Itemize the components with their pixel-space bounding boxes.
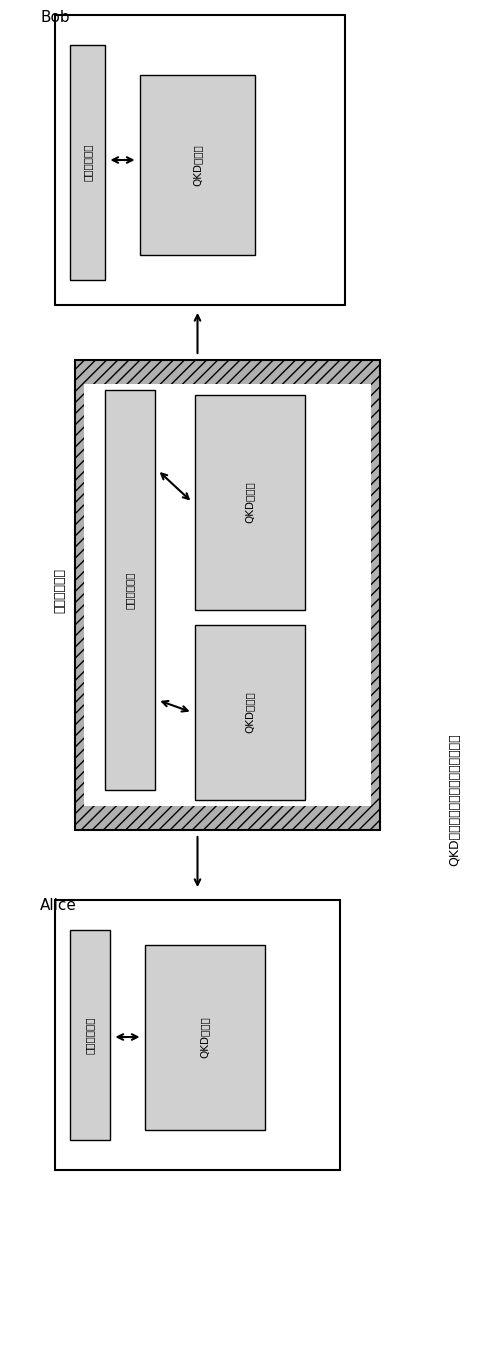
Bar xyxy=(75,360,380,830)
Text: Bob: Bob xyxy=(40,9,70,24)
Text: Alice: Alice xyxy=(40,898,77,913)
Text: QKD的受信任的节点模型的一般描述: QKD的受信任的节点模型的一般描述 xyxy=(449,734,462,867)
Bar xyxy=(195,395,305,611)
Bar xyxy=(70,45,105,280)
Bar xyxy=(145,945,265,1131)
Bar xyxy=(70,930,110,1140)
Bar xyxy=(55,900,340,1170)
Bar xyxy=(55,15,345,305)
Text: QKD接收器: QKD接收器 xyxy=(193,144,203,185)
Text: QKD接收器: QKD接收器 xyxy=(245,692,255,734)
Text: 密鑰管理系统: 密鑰管理系统 xyxy=(85,1017,95,1053)
Bar xyxy=(105,390,155,789)
Text: 受信任的节点: 受信任的节点 xyxy=(53,567,67,612)
Bar xyxy=(195,626,305,800)
Bar xyxy=(140,74,255,255)
Text: 密鑰管理系统: 密鑰管理系统 xyxy=(83,144,93,181)
Bar xyxy=(84,385,371,806)
Text: QKD发射器: QKD发射器 xyxy=(245,482,255,524)
Text: QKD发射器: QKD发射器 xyxy=(200,1017,210,1059)
Text: 密鑰管理系统: 密鑰管理系统 xyxy=(125,571,135,609)
